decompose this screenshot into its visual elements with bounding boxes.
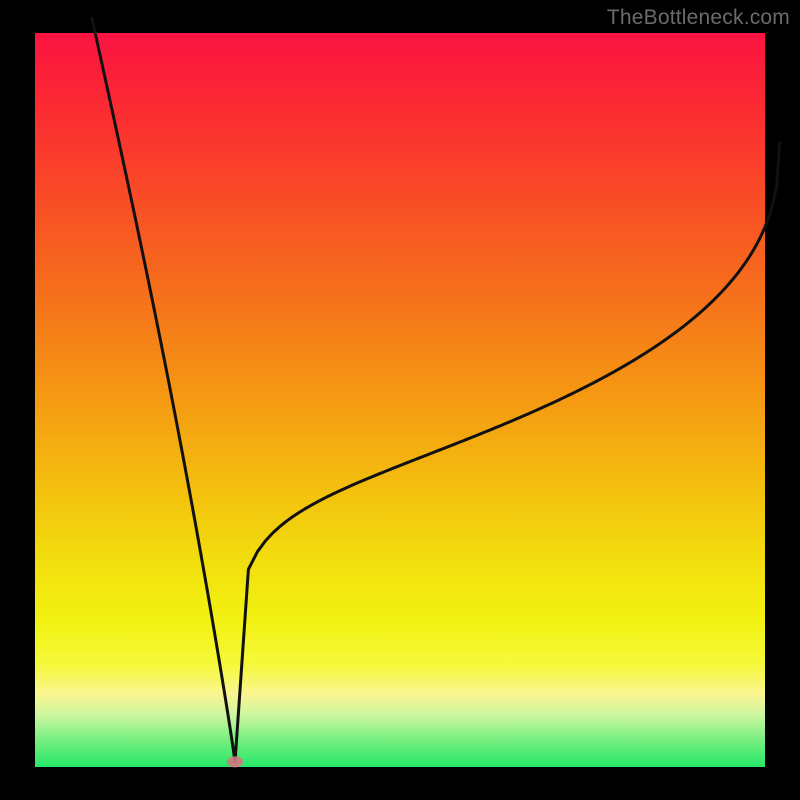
chart-container: TheBottleneck.com [0,0,800,800]
bottleneck-chart [0,0,800,800]
watermark-text: TheBottleneck.com [607,6,790,30]
minimum-marker [227,756,243,767]
plot-background [35,33,765,767]
